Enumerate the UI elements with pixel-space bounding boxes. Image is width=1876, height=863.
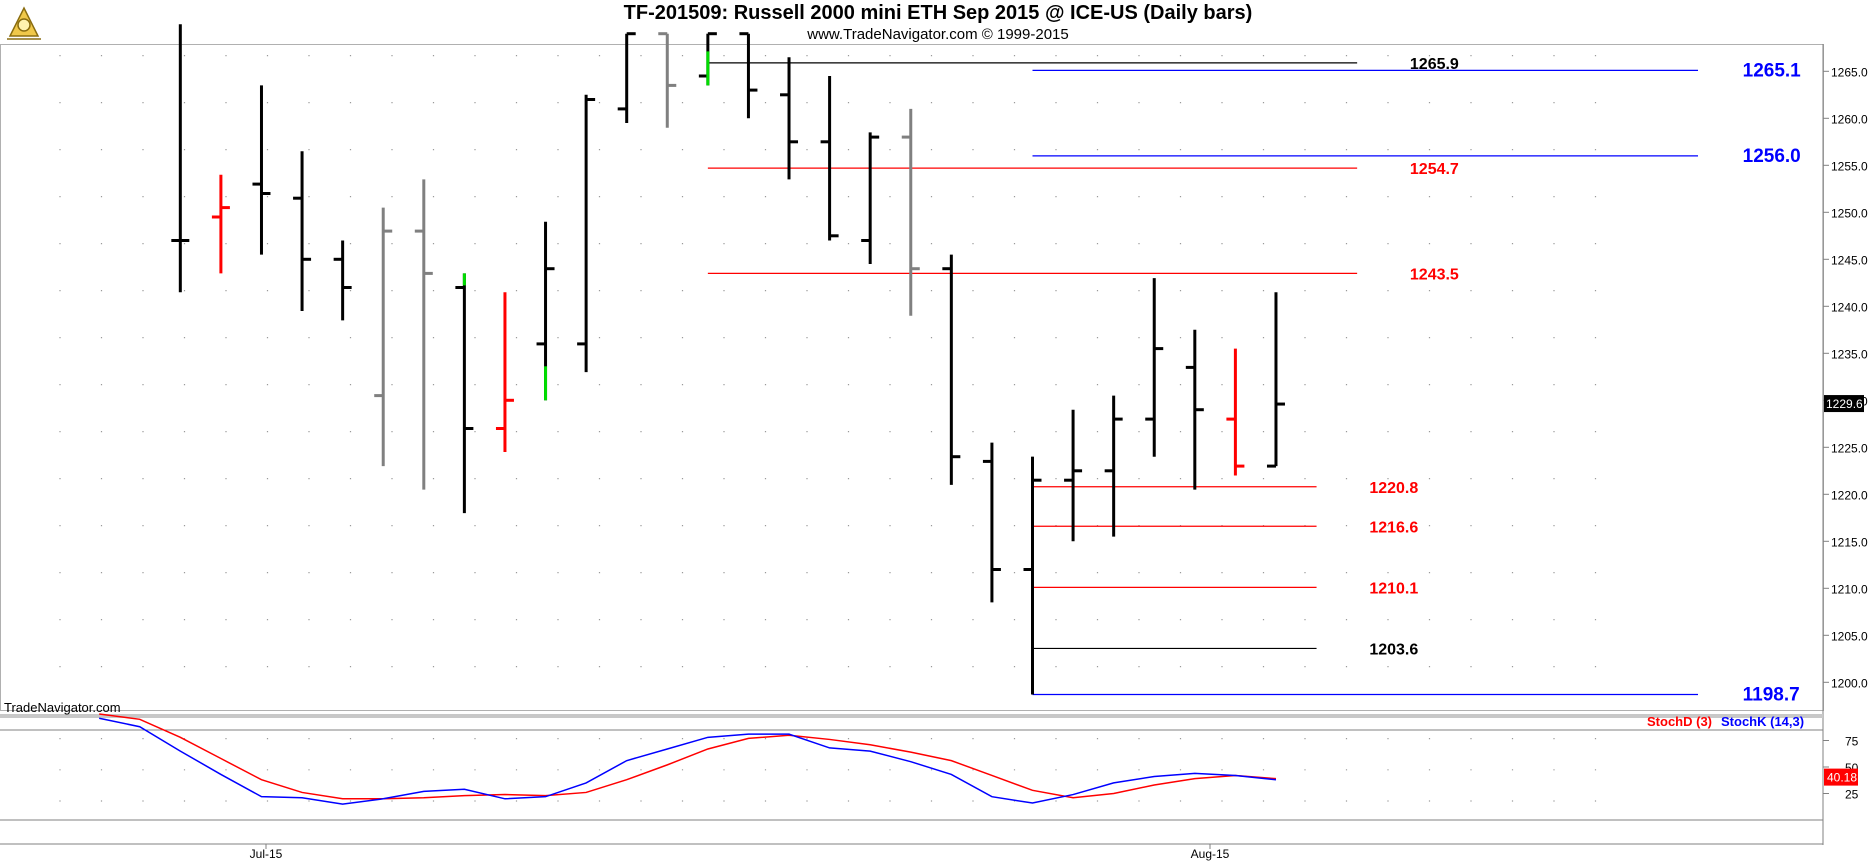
ohlc-bar [374, 207, 393, 467]
y-axis-tick-label: 1235.0 [1831, 347, 1868, 361]
ohlc-bar [861, 132, 880, 264]
ohlc-bar [577, 94, 596, 373]
stoch-axis-tick-label: 75 [1845, 735, 1859, 749]
last-price-label: 1229.6 [1826, 397, 1863, 411]
stoch-value-box [1824, 768, 1858, 786]
ohlc-bar [1064, 409, 1083, 542]
ohlc-bar [617, 32, 636, 123]
level-label: 1203.6 [1369, 641, 1418, 658]
ohlc-bar [1104, 395, 1123, 537]
y-axis-tick-label: 1240.0 [1831, 300, 1868, 314]
x-axis-tick-label: Jul-15 [250, 847, 283, 861]
level-label: 1265.1 [1743, 60, 1802, 81]
stoch-line [99, 717, 1277, 805]
ohlc-bar [211, 174, 230, 274]
y-axis-tick-label: 1220.0 [1831, 488, 1868, 502]
stoch-axis-tick-label: 25 [1845, 788, 1859, 802]
ohlc-bar [1023, 456, 1042, 695]
y-axis-tick-label: 1210.0 [1831, 582, 1868, 596]
ohlc-bar [1145, 278, 1164, 457]
ohlc-bar [942, 254, 961, 485]
ohlc-bar [739, 32, 758, 119]
level-label: 1254.7 [1410, 161, 1459, 178]
ohlc-bar [901, 108, 920, 316]
x-axis-tick-label: Aug-15 [1191, 847, 1230, 861]
y-axis-tick-label: 1225.0 [1831, 441, 1868, 455]
ohlc-bar [293, 151, 312, 311]
ohlc-bar [658, 32, 677, 128]
ohlc-bar [1226, 348, 1245, 476]
level-label: 1256.0 [1743, 146, 1801, 167]
stoch-legend-d: StochD (3) [1647, 714, 1712, 729]
ohlc-bar [982, 442, 1001, 603]
ohlc-bar [171, 24, 190, 293]
y-axis-tick-label: 1255.0 [1831, 159, 1868, 173]
y-axis-tick-label: 1245.0 [1831, 253, 1868, 267]
level-label: 1220.8 [1369, 480, 1418, 497]
chart-subtitle: www.TradeNavigator.com © 1999-2015 [807, 26, 1069, 43]
y-axis-tick-label: 1200.0 [1831, 676, 1868, 690]
level-label: 1265.9 [1410, 56, 1459, 73]
ohlc-bar [1185, 329, 1204, 490]
ohlc-bar [414, 179, 433, 490]
ohlc-bar [536, 221, 555, 401]
ohlc-bar [455, 273, 474, 514]
y-axis-tick-label: 1205.0 [1831, 629, 1868, 643]
ohlc-bar [252, 85, 271, 255]
stoch-value-label: 40.18 [1827, 771, 1857, 785]
ohlc-bar [820, 76, 839, 241]
stoch-line [99, 713, 1277, 800]
level-label: 1210.1 [1369, 580, 1418, 597]
level-label: 1243.5 [1410, 266, 1459, 283]
level-label: 1198.7 [1743, 685, 1800, 706]
level-label: 1216.6 [1369, 519, 1418, 536]
ohlc-bar [495, 292, 514, 452]
stoch-legend-k: StochK (14,3) [1721, 714, 1804, 729]
y-axis-tick-label: 1265.0 [1831, 65, 1868, 79]
chart-title: TF-201509: Russell 2000 mini ETH Sep 201… [623, 2, 1253, 24]
y-axis-tick-label: 1215.0 [1831, 535, 1868, 549]
y-axis-tick-label: 1260.0 [1831, 112, 1868, 126]
last-price-box [1824, 395, 1864, 413]
ohlc-bar [698, 32, 717, 86]
ohlc-bar [1266, 292, 1285, 468]
y-axis-tick-label: 1250.0 [1831, 206, 1868, 220]
tradenavigator-logo-icon [7, 6, 41, 40]
watermark-text: TradeNavigator.com [4, 700, 121, 715]
ohlc-bar [780, 57, 799, 180]
ohlc-bar [333, 240, 352, 321]
